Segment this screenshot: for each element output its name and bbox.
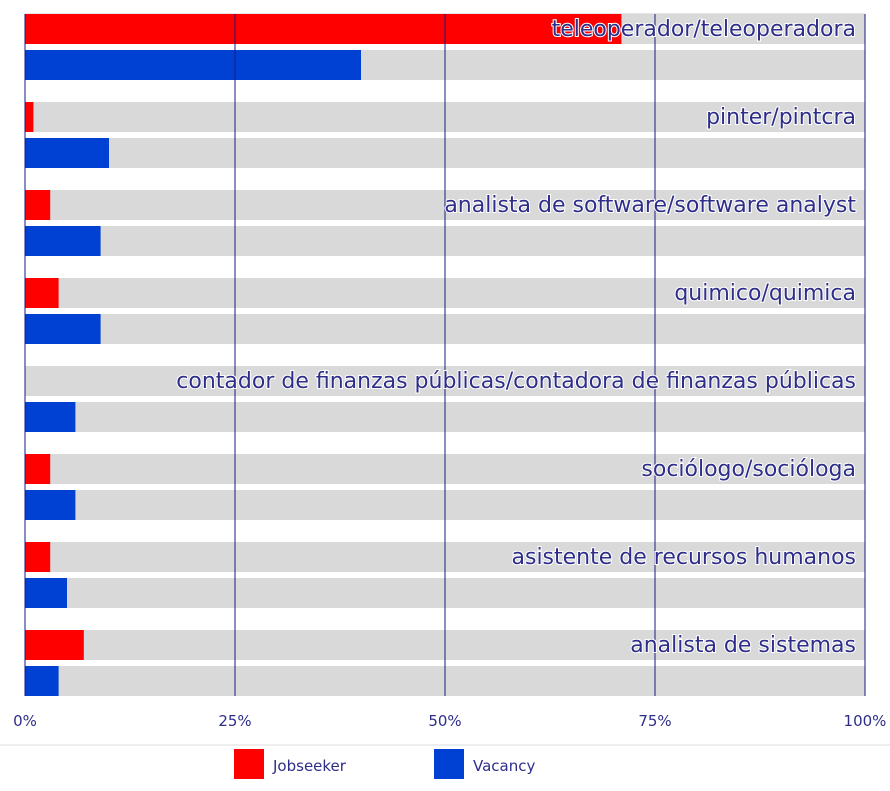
bar-vacancy-5 [25, 490, 76, 520]
bar-jobseeker-5 [25, 454, 51, 484]
category-label: pinter/pintcra [706, 105, 856, 130]
bar-vacancy-2 [25, 226, 101, 256]
bar-vacancy-6 [25, 578, 67, 608]
category-label: quimico/quimica [674, 281, 856, 306]
legend-label-vacancy[interactable]: Vacancy [473, 757, 535, 775]
bar-jobseeker-0 [25, 14, 622, 44]
category-label: contador de finanzas públicas/contadora … [176, 369, 856, 394]
bar-jobseeker-3 [25, 278, 59, 308]
category-label: analista de software/software analyst [444, 193, 856, 218]
bar-jobseeker-2 [25, 190, 51, 220]
bar-vacancy-1 [25, 138, 109, 168]
bar-vacancy-3 [25, 314, 101, 344]
bar-vacancy-7 [25, 666, 59, 696]
category-label: teleoperador/teleoperadora [552, 17, 856, 42]
bar-jobseeker-6 [25, 542, 51, 572]
category-label: analista de sistemas [630, 633, 856, 658]
x-tick-label: 25% [218, 712, 251, 730]
bar-vacancy-0 [25, 50, 361, 80]
legend-label-jobseeker[interactable]: Jobseeker [272, 757, 347, 775]
x-tick-label: 50% [428, 712, 461, 730]
category-label: sociólogo/socióloga [641, 457, 856, 482]
legend-swatch-vacancy[interactable] [434, 749, 464, 779]
bar-jobseeker-7 [25, 630, 84, 660]
x-tick-label: 75% [638, 712, 671, 730]
bar-jobseeker-1 [25, 102, 34, 132]
category-label: asistente de recursos humanos [512, 545, 857, 570]
legend-swatch-jobseeker[interactable] [234, 749, 264, 779]
x-tick-label: 100% [844, 712, 887, 730]
x-tick-label: 0% [13, 712, 37, 730]
bar-vacancy-4 [25, 402, 76, 432]
